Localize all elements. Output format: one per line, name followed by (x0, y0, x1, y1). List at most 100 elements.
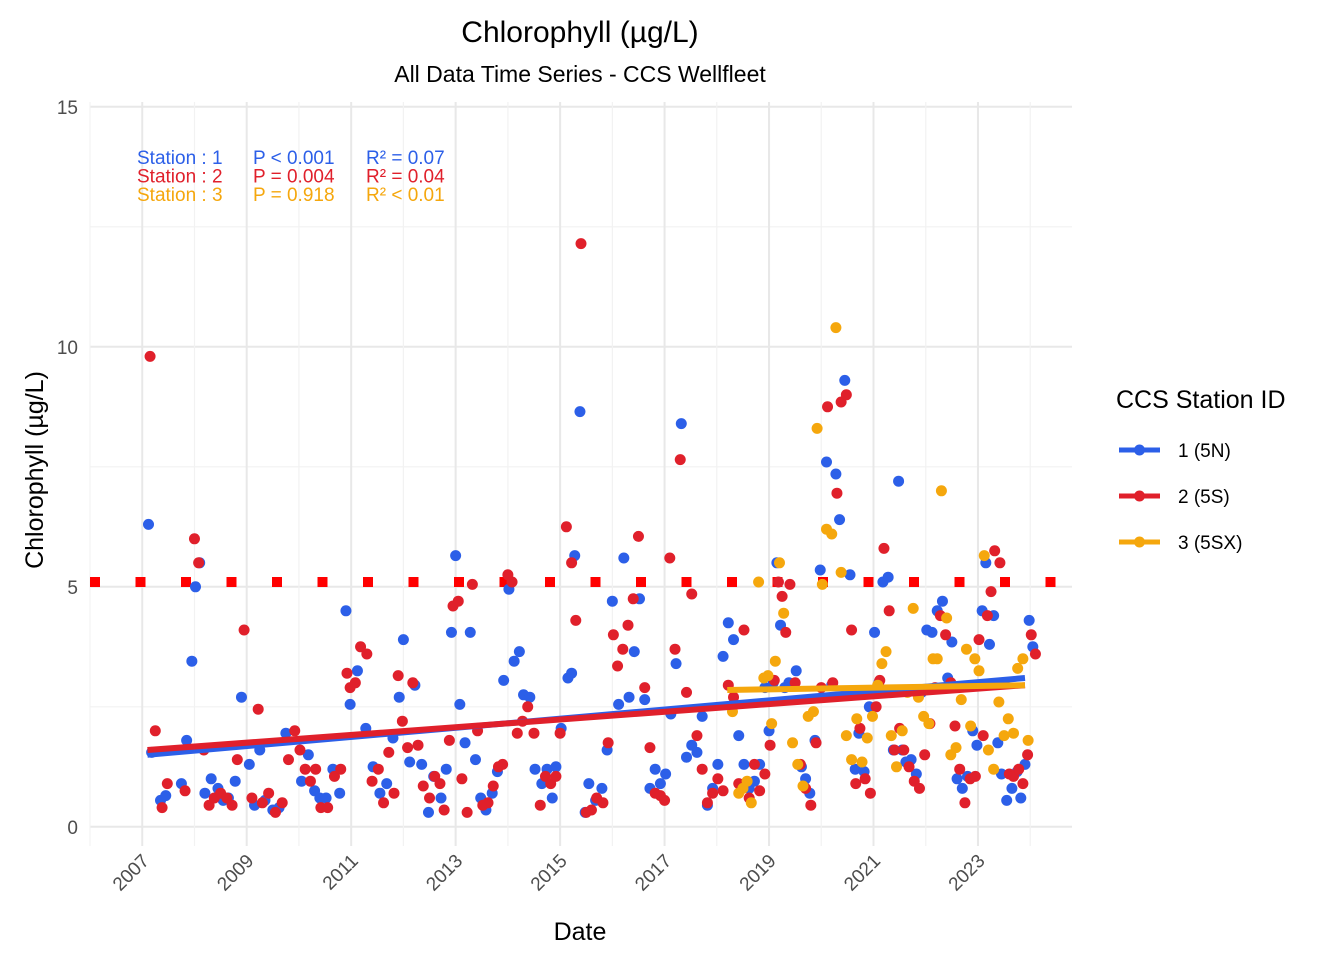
point-s2-16 (252, 703, 264, 715)
point-s1-87 (654, 778, 666, 790)
point-s1-46 (440, 763, 452, 775)
point-s3-21 (830, 322, 842, 334)
point-s2-75 (566, 557, 578, 569)
annotation-r2-2: R² = 0.04 (366, 167, 445, 188)
point-s2-132 (854, 722, 866, 734)
point-s1-143 (926, 626, 938, 638)
point-s3-48 (965, 720, 977, 732)
point-s2-104 (717, 785, 729, 797)
point-s3-12 (787, 737, 799, 749)
y-tick-label: 15 (57, 98, 78, 119)
point-s1-14 (229, 775, 241, 787)
point-s3-9 (769, 655, 781, 667)
point-s1-48 (450, 550, 462, 562)
x-tick-label: 2021 (840, 851, 885, 896)
point-s2-149 (940, 629, 952, 641)
point-s2-169 (1029, 648, 1041, 660)
point-s1-84 (639, 694, 651, 706)
legend-item-1: 1 (5N) (1119, 441, 1231, 462)
point-s2-96 (674, 454, 686, 466)
point-s3-59 (1017, 653, 1029, 665)
point-s1-159 (1001, 794, 1013, 806)
point-s1-45 (435, 792, 447, 804)
point-s1-80 (618, 552, 630, 564)
point-s1-102 (733, 730, 745, 742)
point-s1-7 (190, 581, 202, 593)
point-s2-81 (597, 797, 609, 809)
point-s3-52 (982, 744, 994, 756)
point-s2-119 (789, 677, 801, 689)
point-s2-87 (627, 593, 639, 605)
point-s1-42 (416, 758, 428, 770)
legend-label: 1 (5N) (1178, 441, 1231, 462)
point-s3-50 (973, 665, 985, 677)
point-s1-99 (717, 650, 729, 662)
point-s1-29 (334, 787, 346, 799)
point-s2-38 (378, 797, 390, 809)
point-s2-118 (784, 578, 796, 590)
point-s2-100 (696, 763, 708, 775)
point-s2-127 (831, 487, 843, 499)
point-s1-24 (302, 749, 314, 761)
point-s2-156 (973, 634, 985, 646)
point-s3-32 (885, 730, 897, 742)
legend-label: 3 (5SX) (1178, 533, 1242, 554)
point-s3-31 (880, 646, 892, 658)
point-s2-2 (156, 802, 168, 814)
point-s2-62 (497, 758, 509, 770)
point-s2-116 (776, 590, 788, 602)
point-s2-117 (780, 626, 792, 638)
point-s2-158 (981, 610, 993, 622)
point-s1-49 (454, 698, 466, 710)
point-s1-98 (712, 758, 724, 770)
point-s2-4 (179, 785, 191, 797)
point-s1-15 (235, 691, 247, 703)
point-s2-125 (822, 401, 834, 413)
point-s2-82 (602, 737, 614, 749)
point-s1-30 (340, 605, 352, 617)
point-s1-63 (529, 763, 541, 775)
point-s3-33 (890, 761, 902, 773)
point-s2-5 (188, 533, 200, 545)
point-s2-72 (550, 770, 562, 782)
point-s1-3 (160, 790, 172, 802)
y-tick-label: 10 (57, 338, 78, 359)
point-s2-134 (864, 787, 876, 799)
point-s3-55 (998, 730, 1010, 742)
point-s2-98 (686, 588, 698, 600)
point-s1-35 (374, 787, 386, 799)
point-s1-51 (464, 626, 476, 638)
trend-line-s3 (727, 682, 1026, 693)
x-tick-labels: 2007 2009 2011 2013 2015 2017 2019 2021 2023 (109, 851, 989, 896)
point-s2-25 (304, 775, 316, 787)
point-s2-33 (349, 677, 361, 689)
point-s2-85 (617, 643, 629, 655)
point-s1-81 (623, 691, 635, 703)
point-s2-64 (506, 576, 518, 588)
point-s2-103 (712, 773, 724, 785)
point-s3-36 (907, 602, 919, 614)
x-tick-label: 2011 (319, 851, 363, 895)
point-s1-38 (393, 691, 405, 703)
point-s1-157 (992, 737, 1004, 749)
point-s2-3 (161, 778, 173, 790)
y-axis-label: Chlorophyll (µg/L) (21, 371, 49, 569)
point-s2-49 (434, 778, 446, 790)
point-s1-86 (649, 763, 661, 775)
point-s3-60 (1022, 734, 1034, 746)
point-s2-151 (949, 720, 961, 732)
point-s2-94 (664, 552, 676, 564)
point-s2-153 (959, 797, 971, 809)
point-s3-53 (988, 763, 1000, 775)
point-s3-8 (766, 718, 778, 730)
trend-lines (147, 675, 1026, 758)
point-s2-110 (748, 758, 760, 770)
point-s2-115 (772, 576, 784, 588)
point-s2-122 (805, 799, 817, 811)
point-s1-136 (893, 475, 905, 487)
point-s2-56 (466, 578, 478, 590)
point-s3-46 (955, 694, 967, 706)
point-s2-54 (456, 773, 468, 785)
point-s1-91 (675, 418, 687, 430)
point-s1-66 (546, 792, 558, 804)
